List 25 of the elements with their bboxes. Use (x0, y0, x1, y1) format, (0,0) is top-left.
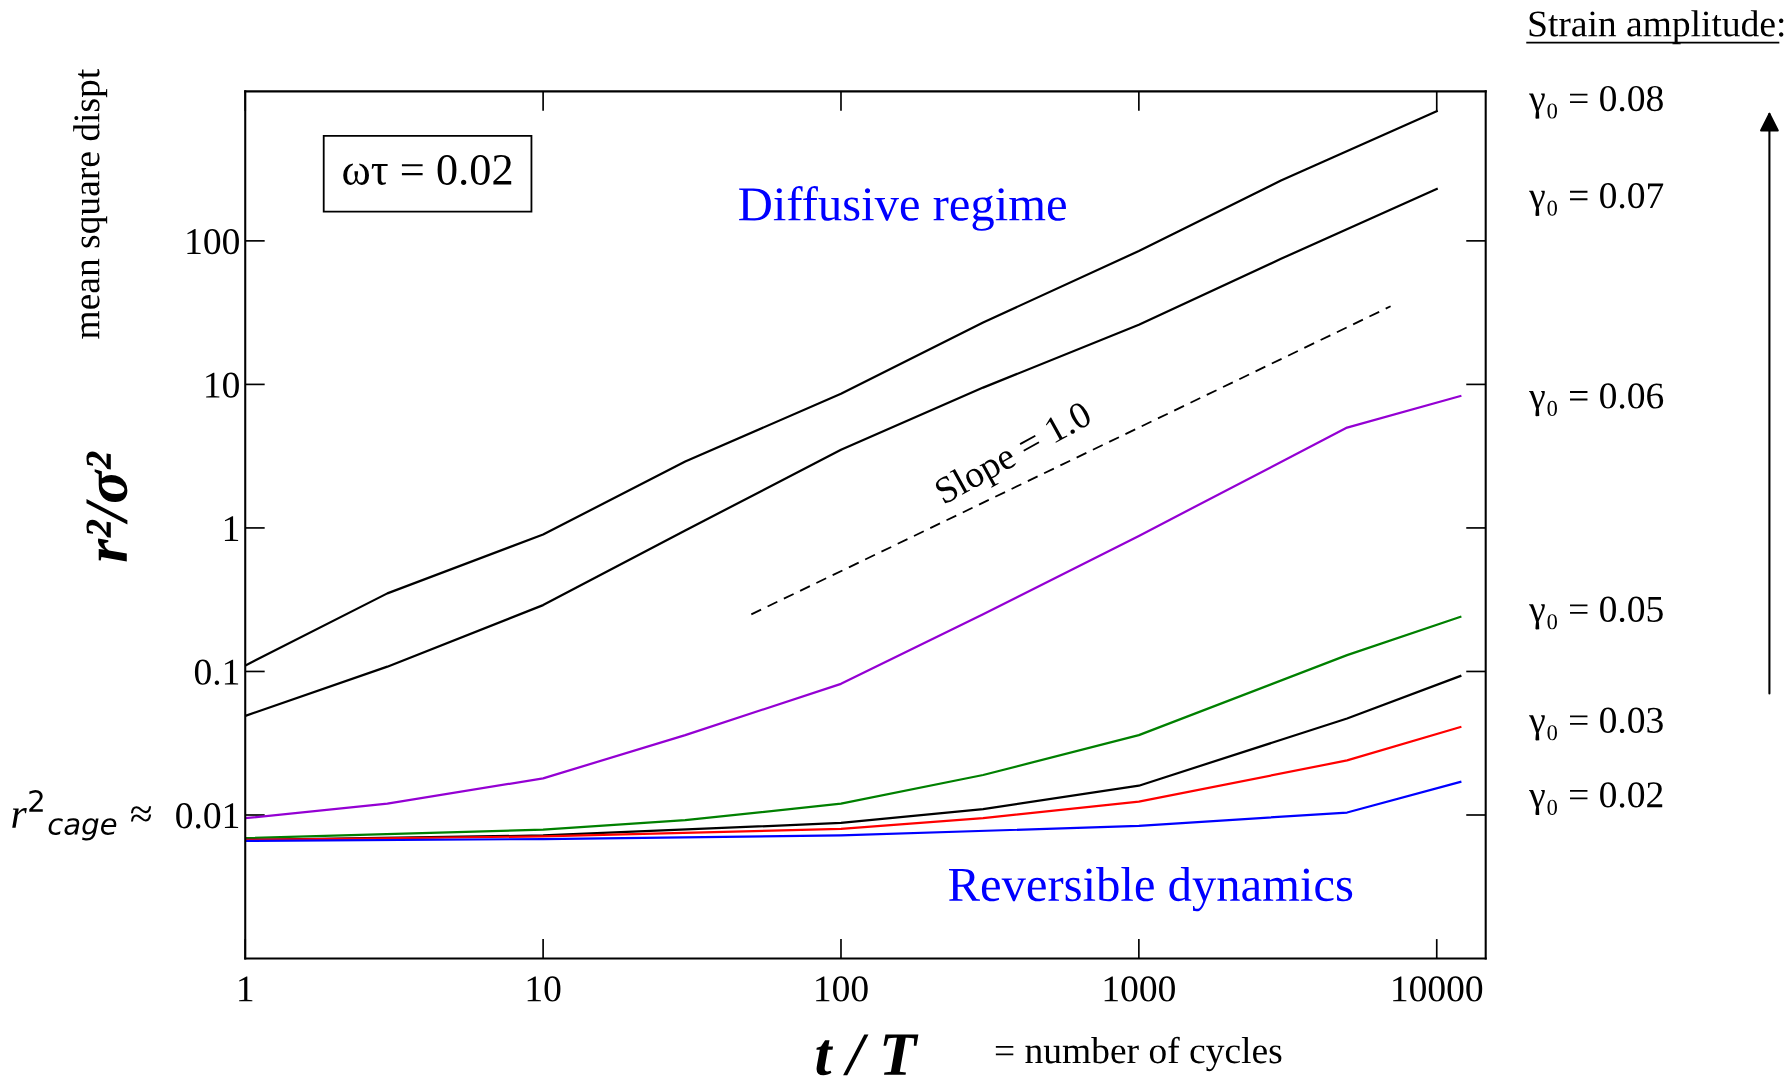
annotation: Diffusive regime (739, 186, 1066, 231)
x-tick-label: 100 (816, 976, 868, 1002)
y-tick-label: 0.01 (176, 803, 239, 829)
text: r$^{2}$$_{cage}$ ≈ (12, 790, 152, 841)
text: mean square dispt (73, 68, 108, 339)
x-tick-label: 1000 (1104, 976, 1175, 1002)
text: γ₀ = 0.08 (1529, 85, 1663, 119)
text: γ₀ = 0.06 (1529, 383, 1664, 417)
y-tick-label: 0.1 (194, 659, 239, 686)
x-tick-label: 10 (527, 976, 561, 1002)
y-axis-title: r²/σ² (86, 451, 128, 562)
text: Strain amplitude: (1529, 10, 1784, 45)
text: γ₀ = 0.05 (1529, 596, 1663, 630)
y-tick-label: 100 (187, 228, 239, 255)
annotation: Reversible dynamics (949, 867, 1353, 912)
text: γ₀ = 0.07 (1529, 183, 1664, 216)
annotation: Slope = 1.0 (932, 399, 1097, 511)
y-tick-label: 1 (224, 516, 239, 541)
y-tick-label: 10 (206, 372, 239, 398)
annotation: ωτ = 0.02 (343, 154, 512, 186)
text: = number of cycles (995, 1036, 1282, 1072)
text: γ₀ = 0.02 (1529, 782, 1663, 816)
text: γ₀ = 0.03 (1529, 707, 1663, 741)
x-tick-label: 10000 (1393, 976, 1483, 1002)
x-axis-title: t / T (816, 1034, 919, 1076)
